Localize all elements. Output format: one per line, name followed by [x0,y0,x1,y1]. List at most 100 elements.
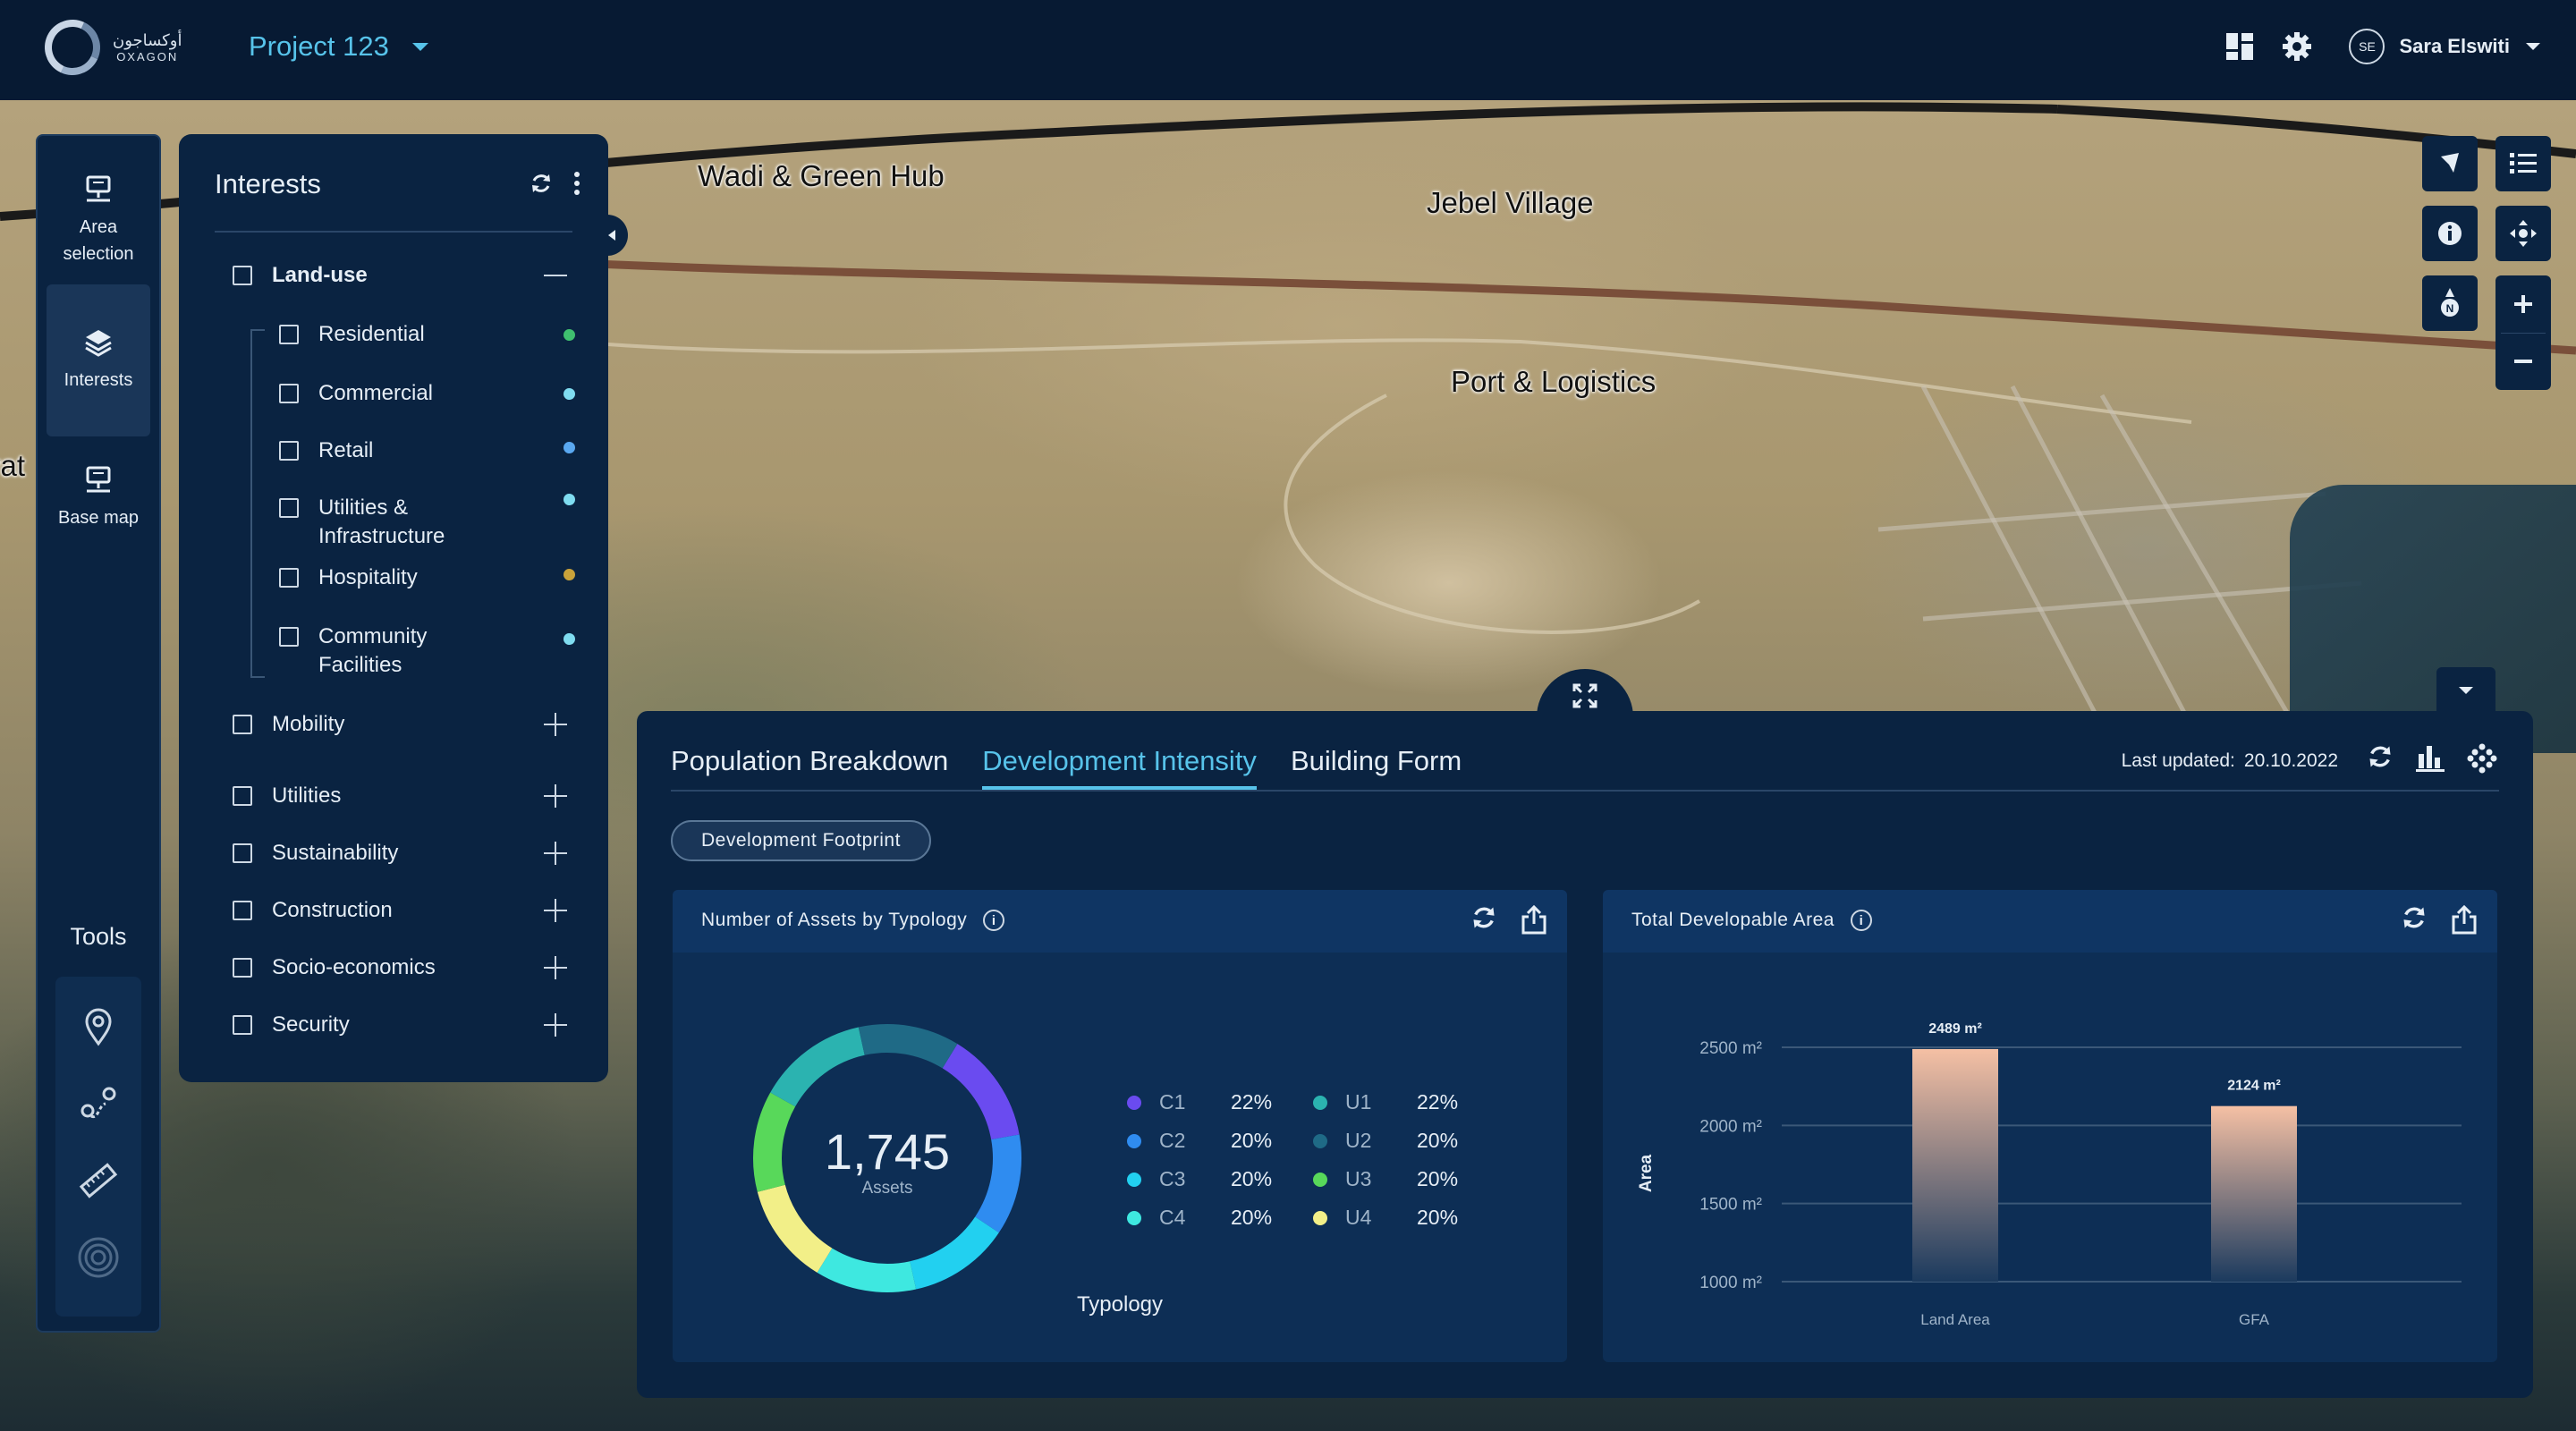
legend-item-u3[interactable]: U3 20% [1313,1167,1492,1191]
legend-item-c3[interactable]: C3 20% [1127,1167,1306,1191]
refresh-icon[interactable] [2367,743,2394,770]
expand-plus-icon[interactable] [544,899,567,922]
pan-button[interactable] [2496,206,2551,261]
map-label-jebel[interactable]: Jebel Village [1427,186,1594,219]
share-icon[interactable] [2451,904,2478,935]
item-utilities-infrastructure[interactable]: Utilities & Infrastructure [279,494,497,551]
route-tool[interactable] [77,1082,120,1125]
ruler-tool[interactable] [77,1159,120,1202]
donut-slice-u3[interactable] [753,1092,796,1192]
expand-plus-icon[interactable] [544,956,567,979]
group-land-use[interactable]: Land-use [233,261,368,290]
donut-slice-c1[interactable] [942,1044,1020,1140]
refresh-icon[interactable] [1470,904,1497,931]
bar-chart[interactable]: 1000 m² 1500 m² 2000 m² 2500 m² Area 2489 m² L… [1603,890,2497,1362]
checkbox[interactable] [233,715,252,734]
checkbox[interactable] [279,627,299,647]
group-construction[interactable]: Construction [233,896,393,925]
scatter-grid-icon[interactable] [2467,743,2497,774]
typology-axis-label: Typology [1076,1292,1164,1317]
checkbox[interactable] [279,441,299,461]
development-footprint-chip[interactable]: Development Footprint [671,820,931,861]
checkbox[interactable] [279,568,299,588]
tree-line [250,329,252,678]
legend-item-u4[interactable]: U4 20% [1313,1206,1492,1230]
checkbox[interactable] [233,266,252,285]
checkbox[interactable] [279,325,299,344]
compass-button[interactable]: N [2422,275,2478,331]
map-label-cutoff[interactable]: vat [0,449,26,482]
refresh-icon[interactable] [530,172,553,195]
checkbox[interactable] [233,786,252,806]
legend-item-c4[interactable]: C4 20% [1127,1206,1306,1230]
donut-slice-c4[interactable] [817,1248,917,1292]
info-button[interactable] [2422,206,2478,261]
zoom-out-button[interactable] [2496,333,2551,390]
group-mobility[interactable]: Mobility [233,710,344,739]
rail-item-area-selection[interactable]: Area selection [38,145,159,297]
share-icon[interactable] [1521,904,1547,935]
oxagon-logo[interactable]: أوكساجون OXAGON [37,12,182,83]
legend-item-c1[interactable]: C1 22% [1127,1090,1306,1114]
donut-slice-c2[interactable] [974,1134,1021,1233]
item-retail[interactable]: Retail [279,436,373,465]
checkbox[interactable] [233,843,252,863]
checkbox[interactable] [233,1015,252,1035]
tab-population-breakdown[interactable]: Population Breakdown [671,745,949,776]
item-community-facilities[interactable]: Community Facilities [279,622,479,680]
refresh-icon[interactable] [2401,904,2428,931]
legend-dot [564,388,575,400]
tab-development-intensity[interactable]: Development Intensity [982,745,1257,790]
item-residential[interactable]: Residential [279,320,425,349]
legend-percent: 22% [1417,1090,1459,1113]
bar-value-label: 2124 m² [2227,1079,2281,1094]
checkbox[interactable] [279,384,299,403]
checkbox[interactable] [233,901,252,920]
legend-item-c2[interactable]: C2 20% [1127,1129,1306,1153]
user-menu[interactable]: SE Sara Elswiti [2349,29,2540,64]
item-commercial[interactable]: Commercial [279,379,433,408]
rail-item-base-map[interactable]: Base map [38,422,159,574]
bar-gfa[interactable] [2211,1105,2297,1282]
donut-slice-u4[interactable] [757,1184,833,1273]
group-security[interactable]: Security [233,1011,350,1039]
donut-slice-c3[interactable] [909,1216,999,1290]
select-tool-button[interactable] [2422,136,2478,191]
panel-dropdown-button[interactable] [2436,667,2496,714]
checkbox[interactable] [233,958,252,978]
location-pin-tool[interactable] [77,1005,120,1048]
checkbox[interactable] [279,498,299,518]
tree-line-top [250,329,265,331]
group-socio-economics[interactable]: Socio-economics [233,953,436,982]
dashboard-layout-button[interactable] [2220,27,2259,66]
more-vertical-icon[interactable] [572,170,581,197]
group-sustainability[interactable]: Sustainability [233,839,398,868]
settings-button[interactable] [2277,27,2317,66]
info-icon[interactable]: i [983,910,1005,931]
expand-plus-icon[interactable] [544,713,567,736]
collapse-minus-icon[interactable] [544,275,567,276]
bar-land-area[interactable] [1912,1048,1998,1282]
donut-slice-u1[interactable] [770,1027,866,1107]
legend-list-button[interactable] [2496,136,2551,191]
legend-item-u2[interactable]: U2 20% [1313,1129,1492,1153]
group-label: Security [272,1012,350,1037]
item-hospitality[interactable]: Hospitality [279,563,418,592]
radius-tool[interactable] [77,1236,120,1279]
move-icon [2510,220,2537,247]
info-icon[interactable]: i [1850,910,1872,931]
zoom-in-button[interactable] [2496,275,2551,333]
map-label-port[interactable]: Port & Logistics [1451,365,1657,398]
donut-chart[interactable] [744,1015,1030,1301]
expand-plus-icon[interactable] [544,842,567,865]
tab-building-form[interactable]: Building Form [1290,745,1462,776]
group-utilities[interactable]: Utilities [233,782,341,810]
expand-plus-icon[interactable] [544,784,567,808]
legend-item-u1[interactable]: U1 22% [1313,1090,1492,1114]
map-label-wadi[interactable]: Wadi & Green Hub [698,159,945,192]
donut-slice-u2[interactable] [858,1024,958,1069]
bar-chart-icon[interactable] [2415,743,2445,772]
expand-plus-icon[interactable] [544,1013,567,1037]
rail-item-interests[interactable]: Interests [47,284,150,436]
project-selector[interactable]: Project 123 [249,30,428,63]
